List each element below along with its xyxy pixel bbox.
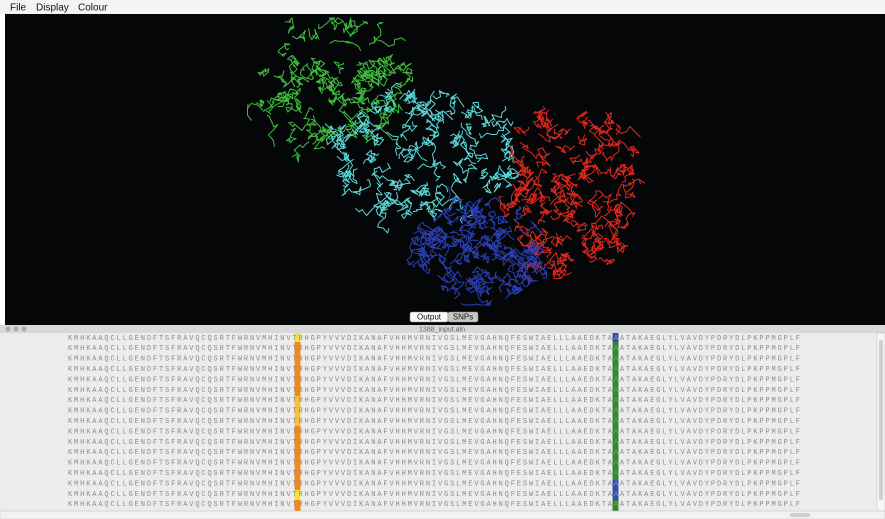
scroll-thumb[interactable]	[790, 513, 810, 517]
sequence-row: KMHKAAQCLLGENDFTSFRAVQCQSRTFWRNVMHINVTRH…	[68, 501, 800, 509]
sequence-row: KMHKAAQCLLGENDFTSFRAVQCQSRTFWRNVMHINVTRH…	[68, 480, 800, 488]
window-button[interactable]	[14, 327, 19, 332]
sequence-row: KMHKAAQCLLGENDFTSFRAVQCQSRTFWRNVMHINVTRH…	[68, 397, 800, 405]
menu-display[interactable]: Display	[36, 3, 69, 14]
scroll-thumb[interactable]	[879, 340, 883, 500]
app-window: File Display Colour Output SNPs 1388_inp…	[0, 0, 885, 519]
tab-output-label[interactable]: Output	[417, 313, 442, 322]
sequence-row: KMHKAAQCLLGENDFTSFRAVQCQSRTFWRNVMHINVTRH…	[68, 428, 800, 436]
sequence-row: KMHKAAQCLLGENDFTSFRAVQCQSRTFWRNVMHINVTRH…	[68, 491, 800, 499]
sequence-row: KMHKAAQCLLGENDFTSFRAVQCQSRTFWRNVMHINVTRH…	[68, 387, 800, 395]
sequence-row: KMHKAAQCLLGENDFTSFRAVQCQSRTFWRNVMHINVTRH…	[68, 460, 800, 468]
sequence-row: KMHKAAQCLLGENDFTSFRAVQCQSRTFWRNVMHINVTRH…	[68, 439, 800, 447]
sequence-row: KMHKAAQCLLGENDFTSFRAVQCQSRTFWRNVMHINVTRH…	[68, 418, 800, 426]
sequence-row: KMHKAAQCLLGENDFTSFRAVQCQSRTFWRNVMHINVTRH…	[68, 408, 800, 416]
menu-colour[interactable]: Colour	[78, 3, 108, 14]
sequence-row: KMHKAAQCLLGENDFTSFRAVQCQSRTFWRNVMHINVTRH…	[68, 366, 800, 374]
window-button[interactable]	[22, 327, 27, 332]
sequence-row: KMHKAAQCLLGENDFTSFRAVQCQSRTFWRNVMHINVTRH…	[68, 470, 800, 478]
panel-title: 1388_input.aln	[419, 326, 465, 333]
structure-viewer[interactable]	[5, 14, 885, 325]
page: File Display Colour Output SNPs 1388_inp…	[0, 0, 885, 519]
sequence-row: KMHKAAQCLLGENDFTSFRAVQCQSRTFWRNVMHINVTRH…	[68, 356, 800, 364]
sequence-row: KMHKAAQCLLGENDFTSFRAVQCQSRTFWRNVMHINVTRH…	[68, 376, 800, 384]
horizontal-scrollbar[interactable]	[0, 511, 885, 519]
alignment-rows: KMHKAAQCLLGENDFTSFRAVQCQSRTFWRNVMHINVTRH…	[68, 335, 800, 509]
sequence-row: KMHKAAQCLLGENDFTSFRAVQCQSRTFWRNVMHINVTRH…	[68, 449, 800, 457]
sequence-row: KMHKAAQCLLGENDFTSFRAVQCQSRTFWRNVMHINVTRH…	[68, 345, 800, 353]
sequence-row: KMHKAAQCLLGENDFTSFRAVQCQSRTFWRNVMHINVTRH…	[68, 335, 800, 343]
tab-snps-label[interactable]: SNPs	[453, 313, 473, 322]
menu-bar	[0, 0, 885, 14]
window-button[interactable]	[6, 327, 11, 332]
menu-file[interactable]: File	[10, 3, 27, 14]
